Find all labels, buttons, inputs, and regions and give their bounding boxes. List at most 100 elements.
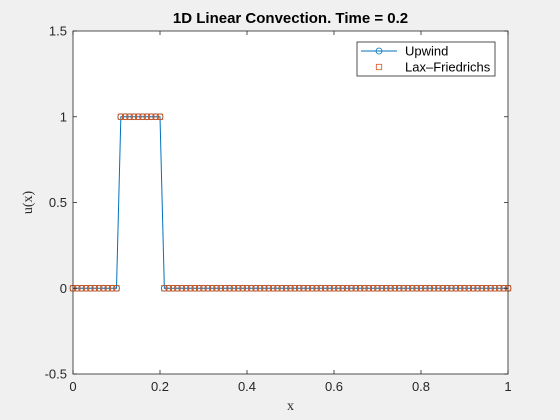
legend-marker-lax-friedrichs — [375, 63, 383, 71]
data-point-lax-friedrichs — [217, 285, 224, 292]
data-point-lax-friedrichs — [161, 285, 168, 292]
data-point-lax-friedrichs — [400, 285, 407, 292]
data-point-lax-friedrichs — [143, 113, 151, 120]
data-point-lax-friedrichs — [204, 285, 211, 292]
data-point-lax-friedrichs — [239, 285, 246, 292]
legend-marker-upwind — [375, 47, 383, 55]
data-point-lax-friedrichs — [422, 285, 429, 292]
data-point-lax-friedrichs — [78, 285, 85, 292]
data-point-lax-friedrichs — [196, 285, 203, 292]
data-point-lax-friedrichs — [117, 113, 124, 120]
data-point-lax-friedrichs — [374, 285, 381, 292]
data-point-lax-friedrichs — [113, 285, 120, 292]
data-point-lax-friedrichs — [370, 285, 377, 292]
data-point-lax-friedrichs — [309, 285, 316, 292]
data-point-lax-friedrichs — [383, 285, 390, 292]
data-point-lax-friedrichs — [100, 285, 107, 292]
legend-label-lax-friedrichs: Lax–Friedrichs — [405, 60, 491, 75]
legend: Upwind Lax–Friedrichs — [356, 41, 496, 77]
data-point-lax-friedrichs — [243, 285, 251, 292]
data-point-lax-friedrichs — [483, 285, 490, 292]
y-tick-label: 1 — [60, 109, 67, 124]
data-point-lax-friedrichs — [169, 285, 177, 292]
chart-title: 1D Linear Convection. Time = 0.2 — [173, 10, 408, 27]
data-point-lax-friedrichs — [326, 285, 333, 292]
data-point-lax-friedrichs — [417, 285, 425, 292]
data-point-lax-friedrichs — [443, 285, 451, 292]
data-point-lax-friedrichs — [182, 285, 190, 292]
y-tick-label: 0.5 — [49, 195, 67, 210]
data-point-lax-friedrichs — [126, 113, 133, 120]
data-point-lax-friedrichs — [391, 285, 399, 292]
data-point-lax-friedrichs — [278, 285, 285, 292]
data-point-lax-friedrichs — [361, 285, 368, 292]
data-point-lax-friedrichs — [304, 285, 312, 292]
data-point-lax-friedrichs — [339, 285, 346, 292]
data-point-lax-friedrichs — [322, 285, 329, 292]
data-point-lax-friedrichs — [335, 285, 342, 292]
data-point-lax-friedrichs — [317, 285, 325, 292]
legend-entry-lax-friedrichs: Lax–Friedrichs — [375, 60, 491, 75]
data-point-lax-friedrichs — [352, 285, 359, 292]
data-point-lax-friedrichs — [156, 113, 164, 120]
data-point-lax-friedrichs — [122, 113, 129, 120]
x-tick-label: 0.8 — [412, 379, 430, 394]
data-point-lax-friedrichs — [365, 285, 372, 292]
data-point-lax-friedrichs — [496, 285, 503, 292]
ticks-layer: 0 0.2 0.4 0.6 0.8 1-0.500.511.5 — [45, 24, 512, 395]
data-point-lax-friedrichs — [461, 285, 468, 292]
data-point-lax-friedrichs — [313, 285, 320, 292]
data-point-lax-friedrichs — [465, 285, 472, 292]
data-point-lax-friedrichs — [87, 285, 94, 292]
data-point-lax-friedrichs — [448, 285, 455, 292]
y-axis-label: u(x) — [21, 191, 36, 215]
data-point-lax-friedrichs — [274, 285, 281, 292]
data-point-lax-friedrichs — [178, 285, 185, 292]
data-point-lax-friedrichs — [269, 285, 277, 292]
data-point-lax-friedrichs — [330, 285, 338, 292]
data-point-lax-friedrichs — [261, 285, 268, 292]
data-point-lax-friedrichs — [191, 285, 198, 292]
data-point-lax-friedrichs — [474, 285, 481, 292]
data-point-lax-friedrichs — [96, 285, 103, 292]
data-point-lax-friedrichs — [109, 285, 116, 292]
data-point-lax-friedrichs — [222, 285, 229, 292]
data-point-lax-friedrichs — [226, 285, 233, 292]
x-tick-label: 0 — [69, 379, 76, 394]
data-point-lax-friedrichs — [200, 285, 207, 292]
x-axis-label: x — [287, 399, 294, 414]
data-point-lax-friedrichs — [387, 285, 394, 292]
x-tick-label: 0.2 — [151, 379, 169, 394]
legend-label-upwind: Upwind — [405, 44, 448, 59]
data-point-lax-friedrichs — [256, 285, 264, 292]
data-point-lax-friedrichs — [457, 285, 464, 292]
data-point-lax-friedrichs — [213, 285, 220, 292]
data-point-lax-friedrichs — [165, 285, 172, 292]
data-point-lax-friedrichs — [435, 285, 442, 292]
data-point-lax-friedrichs — [291, 285, 298, 292]
data-point-lax-friedrichs — [470, 285, 477, 292]
x-tick-label: 0.6 — [325, 379, 343, 394]
data-point-lax-friedrichs — [491, 285, 499, 292]
data-point-lax-friedrichs — [248, 285, 255, 292]
data-point-lax-friedrichs — [439, 285, 446, 292]
data-point-lax-friedrichs — [430, 285, 438, 292]
data-point-lax-friedrichs — [230, 285, 238, 292]
data-point-lax-friedrichs — [356, 285, 364, 292]
y-tick-label: 0 — [60, 281, 67, 296]
data-point-lax-friedrichs — [235, 285, 242, 292]
data-point-lax-friedrichs — [148, 113, 155, 120]
series-layer — [69, 113, 512, 292]
data-point-lax-friedrichs — [104, 285, 111, 292]
data-point-lax-friedrichs — [404, 285, 412, 292]
data-point-lax-friedrichs — [426, 285, 433, 292]
x-tick-label: 1 — [504, 379, 511, 394]
data-point-lax-friedrichs — [174, 285, 181, 292]
x-tick-label: 0.4 — [238, 379, 256, 394]
data-point-lax-friedrichs — [413, 285, 420, 292]
data-point-lax-friedrichs — [296, 285, 303, 292]
data-point-lax-friedrichs — [478, 285, 486, 292]
data-point-lax-friedrichs — [300, 285, 307, 292]
y-tick-label: -0.5 — [45, 367, 67, 382]
legend-box — [356, 41, 496, 77]
